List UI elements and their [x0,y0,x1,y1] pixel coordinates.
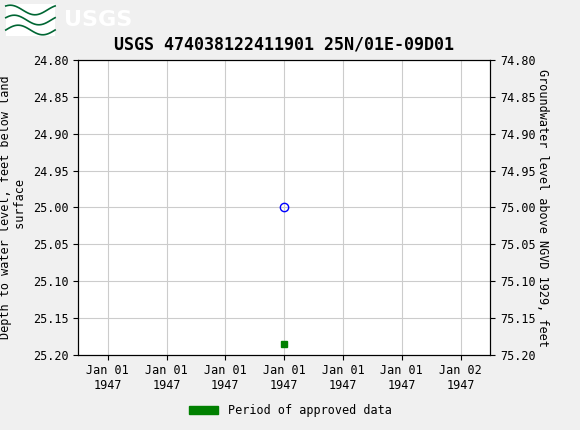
Y-axis label: Groundwater level above NGVD 1929, feet: Groundwater level above NGVD 1929, feet [536,68,549,347]
FancyBboxPatch shape [6,4,55,36]
Title: USGS 474038122411901 25N/01E-09D01: USGS 474038122411901 25N/01E-09D01 [114,35,454,53]
Text: USGS: USGS [64,10,132,30]
Y-axis label: Depth to water level, feet below land
 surface: Depth to water level, feet below land su… [0,76,27,339]
Legend: Period of approved data: Period of approved data [184,399,396,422]
